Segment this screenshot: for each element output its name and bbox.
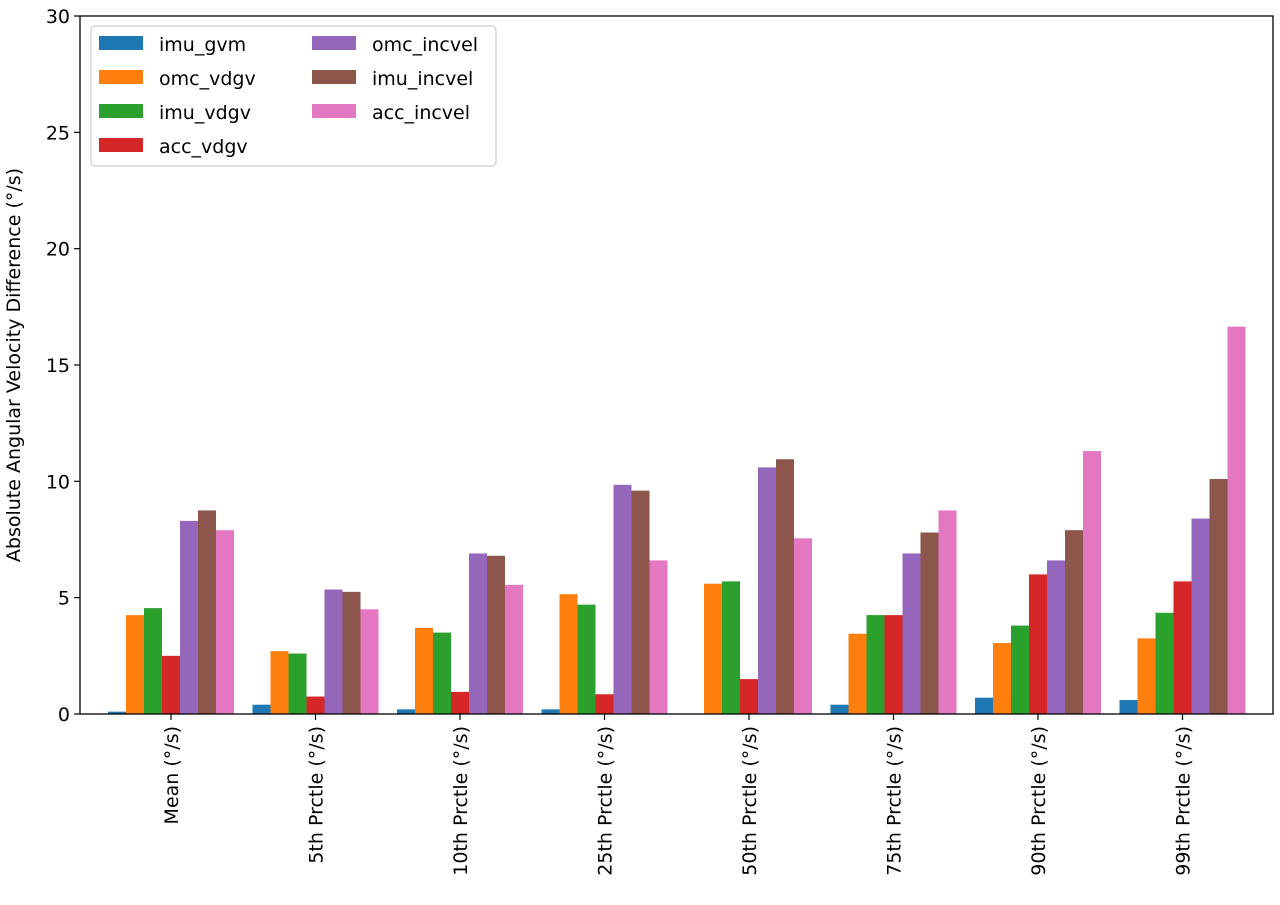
y-tick-label-6: 30 <box>46 6 70 28</box>
x-tick-label-3: 25th Prctle (°/s) <box>595 726 617 876</box>
bar-acc_incvel-3 <box>649 560 668 714</box>
bar-acc_vdgv-0 <box>162 655 180 714</box>
bar-omc_vdgv-3 <box>559 594 578 714</box>
bar-imu_gvm-3 <box>541 709 560 714</box>
x-tick-label-7: 99th Prctle (°/s) <box>1173 726 1195 876</box>
bar-omc_incvel-1 <box>324 589 343 714</box>
x-axis-ticks: Mean (°/s) 5th Prctle (°/s) 10th Prctle (°… <box>161 714 1195 876</box>
y-tick-label-2: 10 <box>46 471 70 493</box>
y-axis-ticks: 0 5 10 15 20 25 30 <box>46 6 80 726</box>
bar-acc_vdgv-1 <box>306 696 325 714</box>
bar-omc_incvel-2 <box>469 553 487 714</box>
bar-omc_vdgv-0 <box>126 615 144 714</box>
bar-imu_incvel-5 <box>920 532 939 714</box>
bar-imu_vdgv-0 <box>144 608 162 714</box>
bar-omc_vdgv-2 <box>415 627 433 714</box>
bar-acc_vdgv-5 <box>884 615 903 714</box>
x-tick-label-5: 75th Prctle (°/s) <box>884 726 906 876</box>
bar-omc_vdgv-7 <box>1137 638 1156 714</box>
bar-imu_vdgv-6 <box>1011 625 1029 714</box>
bar-omc_vdgv-4 <box>704 583 722 714</box>
bar-acc_vdgv-7 <box>1173 581 1192 714</box>
bar-imu_vdgv-1 <box>288 653 307 714</box>
y-tick-label-0: 0 <box>58 704 70 726</box>
legend-label-omc_vdgv: omc_vdgv <box>159 68 256 90</box>
bar-acc_incvel-4 <box>794 538 812 714</box>
legend-box <box>90 25 497 167</box>
y-axis-label: Absolute Angular Velocity Difference (°/… <box>3 168 25 562</box>
y-tick-label-1: 5 <box>58 588 70 610</box>
x-tick-label-6: 90th Prctle (°/s) <box>1028 726 1050 876</box>
bar-acc_vdgv-6 <box>1029 574 1047 714</box>
bar-imu_gvm-7 <box>1119 700 1138 714</box>
bar-acc_incvel-0 <box>216 530 234 714</box>
bar-omc_vdgv-6 <box>993 643 1011 714</box>
legend-label-acc_incvel: acc_incvel <box>372 102 470 124</box>
legend-label-imu_vdgv: imu_vdgv <box>159 102 251 124</box>
bar-imu_vdgv-5 <box>866 615 885 714</box>
legend-swatch-imu_gvm <box>99 36 143 50</box>
bar-imu_gvm-0 <box>108 711 126 714</box>
bar-imu_incvel-0 <box>198 510 216 714</box>
bar-imu_incvel-7 <box>1209 479 1228 714</box>
bar-imu_vdgv-2 <box>433 632 451 714</box>
y-tick-label-5: 25 <box>46 122 70 144</box>
x-tick-label-2: 10th Prctle (°/s) <box>450 726 472 876</box>
bar-acc_incvel-5 <box>938 510 957 714</box>
bar-imu_incvel-3 <box>631 490 650 714</box>
legend-swatch-omc_vdgv <box>99 70 143 84</box>
legend-swatch-acc_incvel <box>312 104 356 118</box>
bar-imu_gvm-6 <box>975 697 993 714</box>
legend-label-imu_gvm: imu_gvm <box>159 34 246 56</box>
bar-omc_incvel-7 <box>1191 518 1210 714</box>
bar-acc_incvel-2 <box>505 584 523 714</box>
bar-acc_incvel-7 <box>1227 326 1246 714</box>
bar-imu_gvm-1 <box>252 704 271 714</box>
bar-acc_incvel-1 <box>360 609 379 714</box>
bar-omc_incvel-4 <box>758 467 776 714</box>
bar-imu_vdgv-3 <box>577 604 596 714</box>
bar-imu_vdgv-4 <box>722 581 740 714</box>
bar-omc_incvel-5 <box>902 553 921 714</box>
x-tick-label-1: 5th Prctle (°/s) <box>306 726 328 864</box>
legend-label-acc_vdgv: acc_vdgv <box>159 136 248 158</box>
legend-label-omc_incvel: omc_incvel <box>372 34 478 56</box>
bar-imu_incvel-2 <box>487 555 505 714</box>
legend-swatch-omc_incvel <box>312 36 356 50</box>
y-tick-label-4: 20 <box>46 239 70 261</box>
x-tick-label-4: 50th Prctle (°/s) <box>739 726 761 876</box>
bar-omc_incvel-6 <box>1047 560 1065 714</box>
bar-imu_gvm-2 <box>397 709 415 714</box>
y-tick-label-3: 15 <box>46 355 70 377</box>
bar-omc_vdgv-1 <box>270 651 289 714</box>
legend-swatch-imu_incvel <box>312 70 356 84</box>
bars-layer <box>108 326 1246 714</box>
bar-imu_gvm-5 <box>830 704 849 714</box>
bar-imu_vdgv-7 <box>1155 612 1174 714</box>
bar-omc_incvel-0 <box>180 520 198 714</box>
legend: imu_gvm omc_vdgv imu_vdgv acc_vdgv omc_incve… <box>90 25 497 167</box>
x-tick-label-0: Mean (°/s) <box>161 726 183 824</box>
legend-swatch-imu_vdgv <box>99 104 143 118</box>
bar-acc_vdgv-3 <box>595 694 614 714</box>
bar-acc_incvel-6 <box>1083 451 1101 714</box>
bar-imu_incvel-1 <box>342 591 361 714</box>
bar-imu_incvel-6 <box>1065 530 1083 714</box>
bar-acc_vdgv-4 <box>740 679 758 714</box>
bar-omc_vdgv-5 <box>848 633 867 714</box>
legend-swatch-acc_vdgv <box>99 138 143 152</box>
legend-label-imu_incvel: imu_incvel <box>372 68 473 90</box>
plot-frame <box>79 15 1274 715</box>
bar-omc_incvel-3 <box>613 484 632 714</box>
bar-acc_vdgv-2 <box>451 691 469 714</box>
bar-imu_incvel-4 <box>776 459 794 714</box>
